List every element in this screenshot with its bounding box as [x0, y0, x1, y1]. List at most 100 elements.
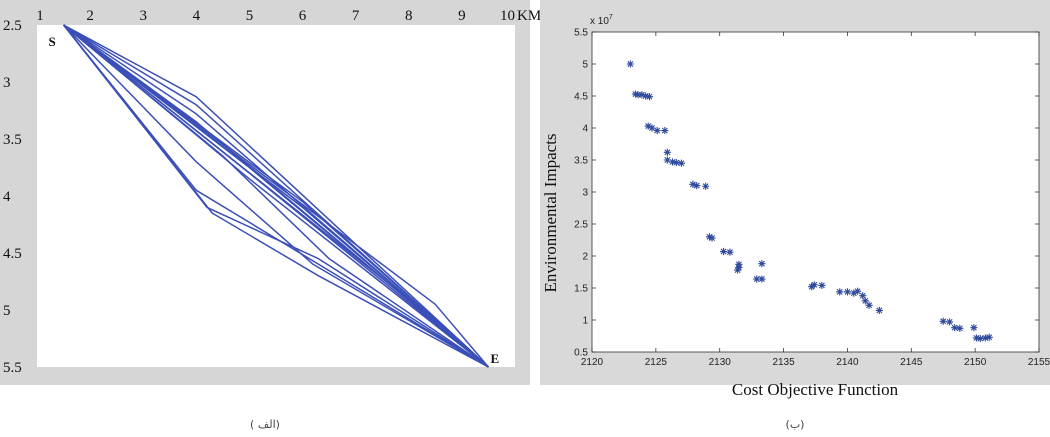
panel-b-y-ticks: 0.5 1 1.5 2 2.5 3 3.5 4 4.5 5 5.5 [574, 28, 1039, 359]
scatter-point [668, 158, 677, 166]
scatter-point [677, 159, 685, 167]
x-tick-label: 2140 [836, 357, 859, 368]
y-tick-label: 3 [582, 188, 588, 199]
scatter-point [758, 260, 766, 268]
x-tick-label: 2150 [964, 357, 987, 368]
y-tick-label: 5 [3, 303, 11, 319]
panel-a-plot-area [37, 25, 515, 367]
scatter-point [854, 287, 862, 295]
panel-b-x-ticks: 2120 2125 2130 2135 2140 2145 2150 2155 [581, 32, 1050, 368]
panel-a-y-ticks: 2.5 3 3.5 4 4.5 5 5.5 [3, 18, 22, 376]
x-tick-label: 6 [299, 8, 307, 24]
x-tick-label: 7 [352, 8, 360, 24]
scatter-point [726, 248, 734, 256]
y-tick-label: 3 [3, 75, 11, 91]
scatter-point [735, 263, 743, 272]
x-tick-label: 2155 [1028, 357, 1050, 368]
x-tick-label: 4 [193, 8, 201, 24]
x-tick-label: 2125 [645, 357, 668, 368]
scatter-point [939, 317, 947, 325]
end-point-label: E [490, 351, 499, 366]
route-line [63, 24, 489, 368]
scatter-point [758, 275, 766, 283]
route-alternatives-chart: 1 2 3 4 5 6 7 8 9 10 KM 2.5 3 3.5 4 4.5 5 5.5 S E ( الف) [0, 0, 541, 431]
y-tick-label: 5.5 [574, 28, 588, 39]
route-line [63, 24, 489, 368]
scatter-point [634, 91, 642, 99]
y-tick-label: 1.5 [574, 284, 588, 295]
scatter-point [644, 122, 652, 130]
scatter-point [689, 180, 697, 188]
x-tick-label: 2130 [709, 357, 732, 368]
y-tick-label: 4 [582, 124, 588, 135]
route-line [63, 24, 489, 368]
pareto-scatter-chart: 2120 2125 2130 2135 2140 2145 2150 2155 0.5 1 1.5… [540, 0, 1050, 431]
scatter-point [663, 156, 671, 164]
x-tick-label: 2145 [900, 357, 923, 368]
y-axis-label: Environmental Impacts [541, 133, 560, 292]
scatter-point [859, 292, 867, 300]
scatter-point [946, 318, 954, 326]
scatter-point [661, 126, 669, 135]
y-tick-label: 4.5 [574, 92, 588, 103]
scatter-point [672, 158, 680, 167]
x-tick-label: 2120 [581, 357, 604, 368]
scatter-point [705, 233, 714, 241]
y-tick-label: 3.5 [574, 156, 588, 167]
x-axis-label: Cost Objective Function [732, 380, 899, 399]
scatter-point [626, 60, 634, 68]
route-line [63, 24, 489, 368]
scatter-point [843, 288, 852, 296]
y-tick-label: 5 [582, 60, 588, 71]
x-tick-label: 10 [500, 8, 515, 24]
scatter-point [850, 289, 858, 297]
scatter-point [956, 324, 964, 332]
x-tick-label: 2 [86, 8, 94, 24]
y-tick-label: 3.5 [3, 132, 22, 148]
scatter-point [753, 275, 761, 283]
scatter-point [638, 91, 646, 99]
y-tick-label: 2.5 [3, 18, 22, 34]
scatter-point [810, 281, 818, 289]
y-tick-label: 4 [3, 189, 11, 205]
x-tick-label: 8 [405, 8, 413, 24]
x-tick-label: 1 [36, 8, 44, 24]
route-line [63, 24, 489, 368]
y-tick-label: 5.5 [3, 360, 22, 376]
scatter-point [818, 281, 826, 290]
start-point-label: S [49, 34, 56, 49]
scatter-point [865, 301, 873, 309]
scatter-point [951, 324, 959, 332]
panel-a-routes [63, 24, 489, 368]
panel-b-caption: (ب) [786, 418, 805, 431]
scatter-point [693, 182, 701, 190]
y-multiplier-label: x 107 [590, 14, 613, 27]
scatter-point [836, 288, 844, 296]
scatter-point [642, 92, 650, 100]
x-tick-label: 3 [139, 8, 147, 24]
y-tick-label: 4.5 [3, 246, 22, 262]
scatter-point [708, 234, 716, 242]
scatter-point [719, 247, 728, 256]
scatter-point [981, 334, 989, 342]
scatter-point [875, 306, 883, 314]
scatter-point [663, 148, 671, 156]
x-unit-label: KM [517, 8, 541, 24]
y-tick-label: 0.5 [574, 348, 588, 359]
scatter-point [702, 182, 710, 190]
y-tick-label: 2 [582, 252, 588, 263]
panel-a-x-ticks: 1 2 3 4 5 6 7 8 9 10 KM [36, 8, 541, 24]
scatter-point [648, 124, 656, 132]
scatter-point [970, 324, 978, 332]
route-line [63, 24, 489, 368]
x-tick-label: 9 [458, 8, 466, 24]
y-tick-label: 2.5 [574, 220, 588, 231]
x-tick-label: 5 [246, 8, 254, 24]
panel-a-caption: ( الف) [250, 418, 280, 431]
scatter-point [976, 334, 984, 343]
panel-b-points [626, 60, 993, 343]
route-line [63, 24, 489, 368]
scatter-point [653, 126, 661, 135]
scatter-point [733, 266, 742, 274]
